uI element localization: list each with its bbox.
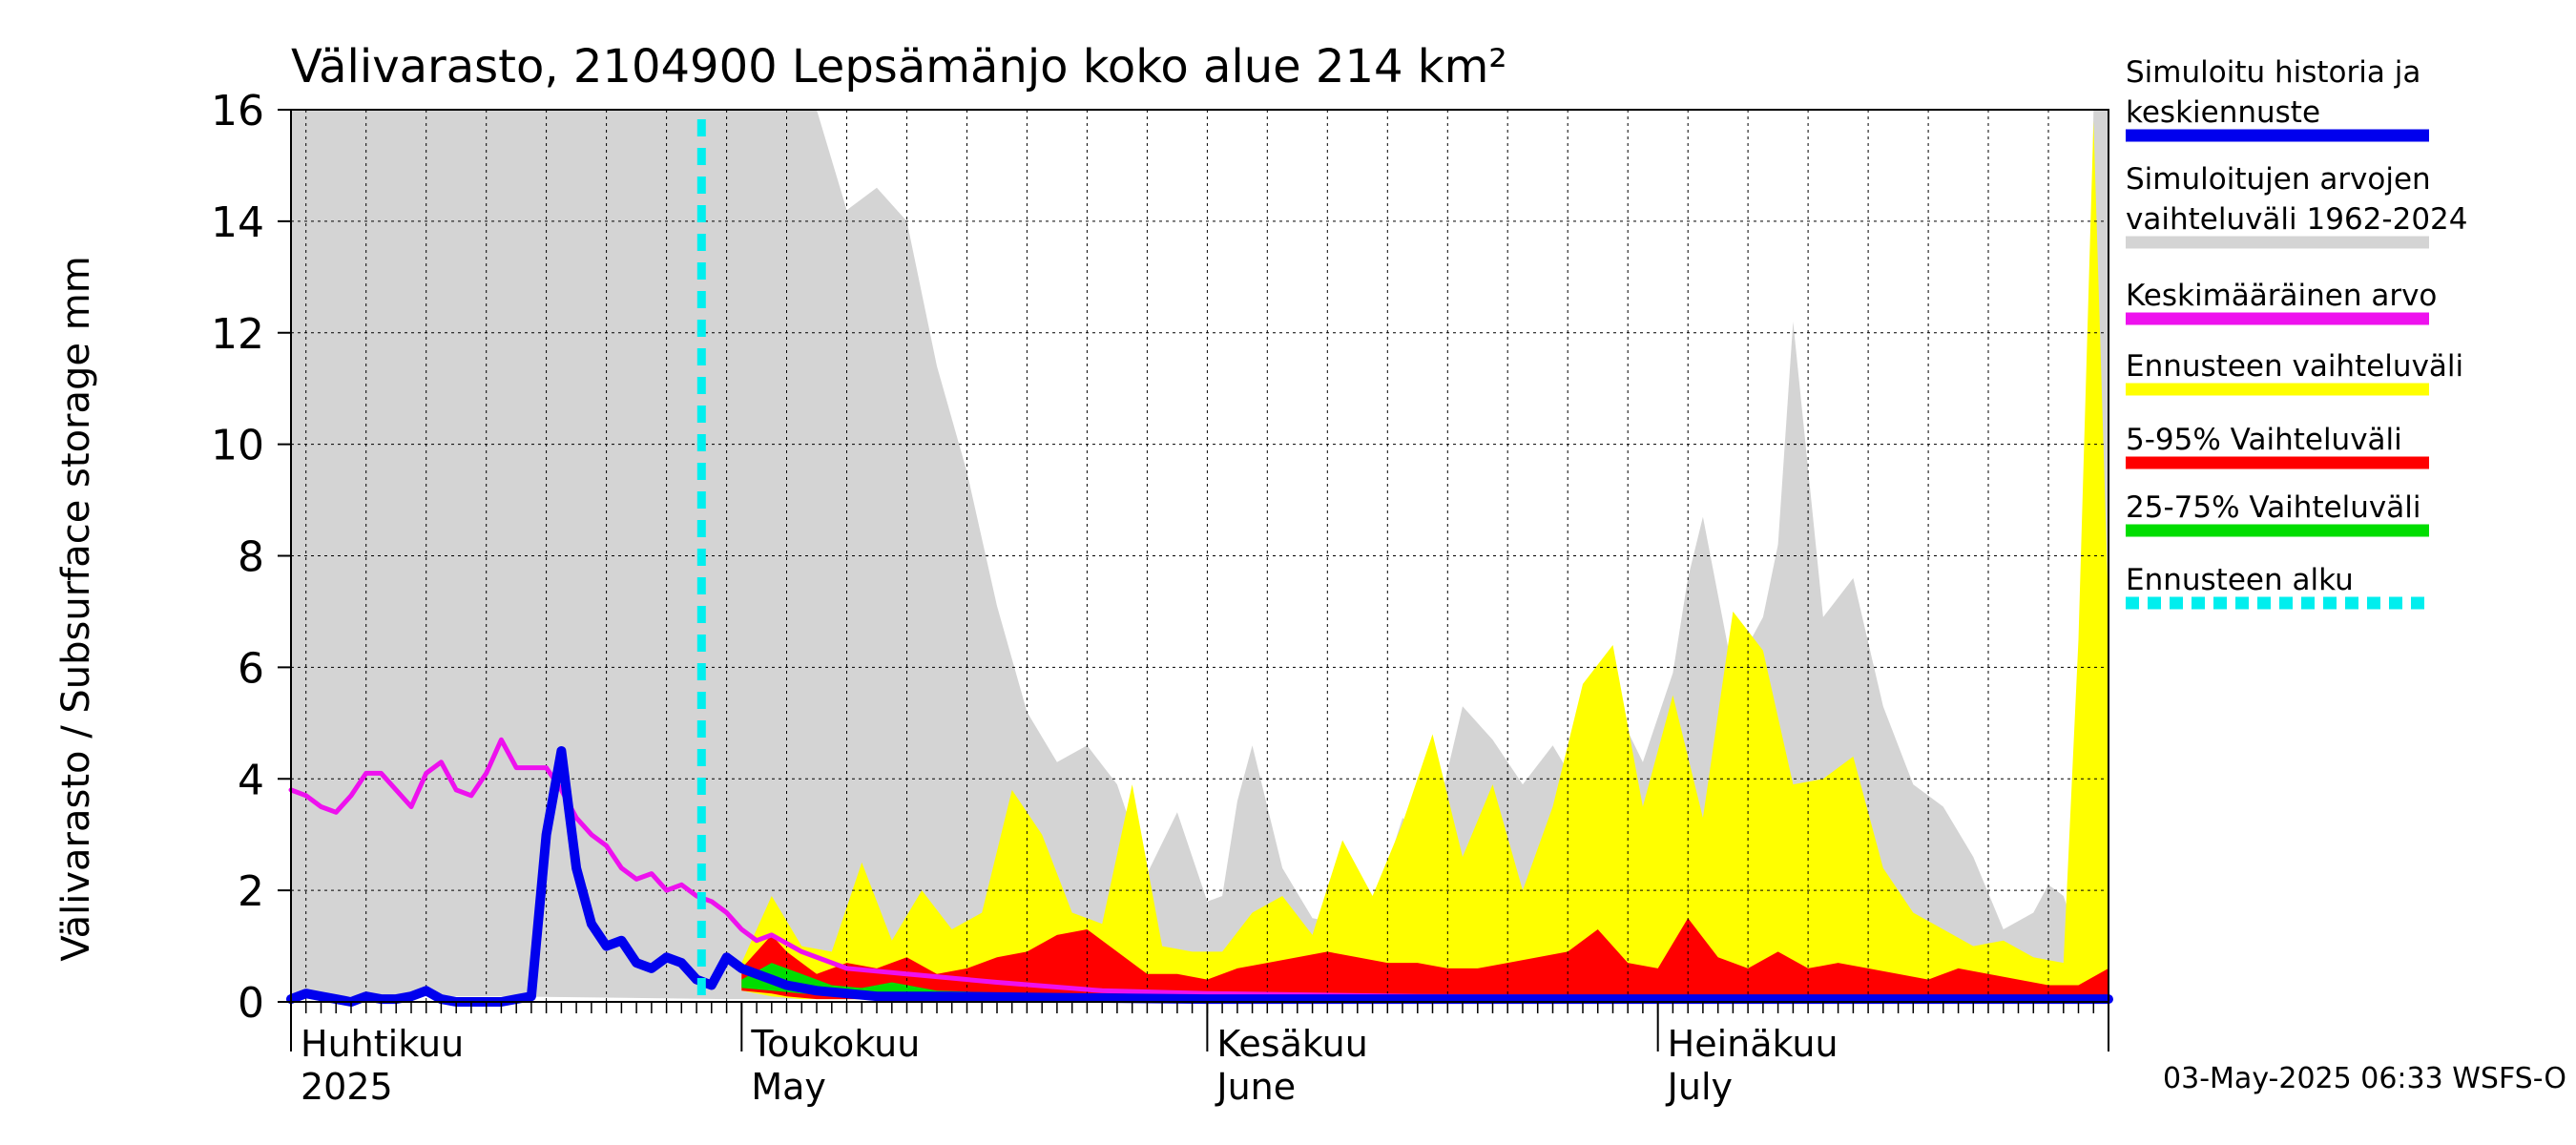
y-tick-label: 14 [211, 198, 264, 247]
legend-label: Ennusteen alku [2126, 563, 2354, 597]
y-tick-label: 10 [211, 422, 264, 470]
y-tick-label: 0 [238, 979, 264, 1028]
month-label-en: June [1215, 1066, 1296, 1108]
month-label-fi: Kesäkuu [1216, 1023, 1368, 1065]
legend: Simuloitu historia jakeskiennusteSimuloi… [2126, 55, 2467, 610]
legend-label: Simuloitu historia ja [2126, 55, 2420, 90]
footer-timestamp: 03-May-2025 06:33 WSFS-O [2163, 1062, 2566, 1095]
y-axis-label: Välivarasto / Subsurface storage mm [54, 256, 98, 961]
y-tick-label: 2 [238, 867, 264, 916]
month-label-fi: Huhtikuu [301, 1023, 464, 1065]
month-label-fi: Heinäkuu [1668, 1023, 1839, 1065]
month-label-en: July [1666, 1066, 1733, 1108]
legend-entry: Simuloitu historia ja keskiennuste [2126, 55, 2429, 142]
y-tick-label: 12 [211, 310, 264, 359]
month-label-fi: Toukokuu [750, 1023, 920, 1065]
legend-label: 5-95% Vaihteluväli [2126, 423, 2402, 457]
legend-label: keskiennuste [2126, 95, 2320, 130]
series-lines [286, 737, 2113, 1007]
band-5-95-vaihteluv-li [741, 918, 2109, 1000]
legend-label: Ennusteen vaihteluväli [2126, 349, 2463, 384]
y-tick-label: 6 [238, 644, 264, 693]
legend-entry: Keskimääräinen arvo [2126, 279, 2437, 325]
line-simuloitu-historia-ja-keskiennuste [286, 746, 2113, 1007]
legend-label: 25-75% Vaihteluväli [2126, 490, 2421, 525]
y-tick-label: 16 [211, 87, 264, 135]
legend-label: Simuloitujen arvojen [2126, 162, 2431, 197]
y-tick-label: 4 [238, 756, 264, 804]
month-label-en: May [751, 1066, 826, 1108]
range-bands [291, 110, 2109, 1000]
chart-title: Välivarasto, 2104900 Lepsämänjo koko alu… [291, 40, 1507, 94]
legend-entry: Simuloitujen arvojen vaihteluväli 1962-20… [2126, 162, 2467, 249]
grid-lines [291, 110, 2109, 1002]
month-label-en: 2025 [301, 1066, 393, 1108]
legend-entry: 5-95% Vaihteluväli [2126, 423, 2429, 469]
legend-entry: Ennusteen alku [2126, 563, 2429, 610]
band-ennusteen-vaihteluv-li [741, 120, 2109, 1000]
legend-entry: 25-75% Vaihteluväli [2126, 490, 2429, 537]
legend-entry: Ennusteen vaihteluväli [2126, 349, 2463, 396]
y-tick-label: 8 [238, 533, 264, 582]
line-keskim-r-inen-arvo [288, 737, 2111, 1002]
legend-label: vaihteluväli 1962-2024 [2126, 202, 2467, 237]
legend-label: Keskimääräinen arvo [2126, 279, 2437, 313]
